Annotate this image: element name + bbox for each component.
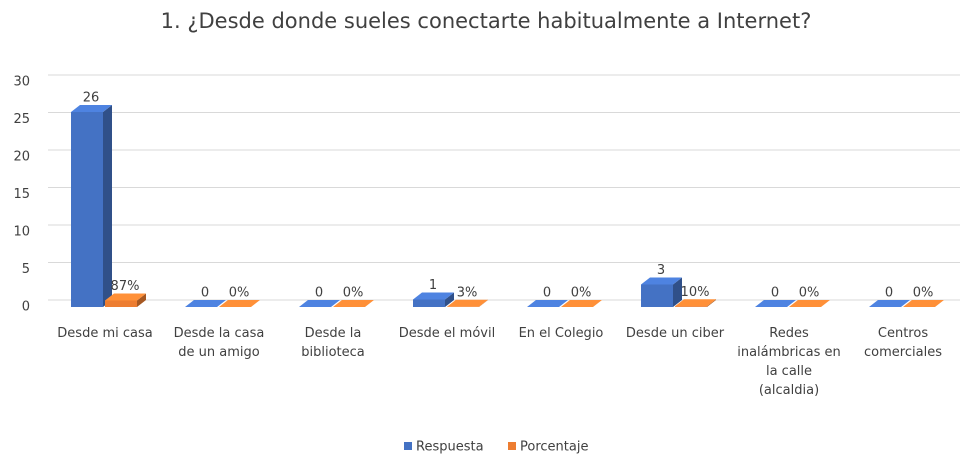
- bar-side: [137, 293, 146, 307]
- bar-side: [673, 277, 682, 307]
- data-label: 1: [429, 278, 437, 293]
- x-tick-label: Desde la biblioteca: [301, 326, 365, 360]
- bar: [105, 300, 137, 307]
- y-tick-label: 30: [13, 75, 30, 90]
- y-tick-label: 25: [13, 112, 30, 127]
- bar-top: [789, 300, 830, 307]
- legend-label: Porcentaje: [520, 440, 588, 455]
- y-tick-label: 15: [13, 187, 30, 202]
- data-label: 0%: [571, 286, 592, 301]
- data-label: 3: [657, 263, 665, 278]
- bar-top: [413, 292, 454, 300]
- bar-side: [103, 105, 112, 307]
- bar-top: [447, 299, 488, 307]
- data-label: 10%: [681, 285, 710, 300]
- legend-swatch: [508, 442, 516, 450]
- data-label: 0%: [229, 286, 250, 301]
- data-label: 0: [543, 286, 551, 301]
- bar-top: [903, 300, 944, 307]
- bar-side: [479, 299, 488, 307]
- data-label: 0%: [343, 286, 364, 301]
- legend-label: Respuesta: [416, 440, 484, 455]
- data-label: 0: [201, 286, 209, 301]
- y-tick-label: 0: [22, 300, 30, 315]
- x-tick-label: Desde mi casa: [57, 326, 153, 341]
- bar: [675, 306, 707, 307]
- y-tick-label: 5: [22, 262, 30, 277]
- bar-side: [445, 292, 454, 307]
- bar-top: [561, 300, 602, 307]
- bar-top: [71, 105, 112, 112]
- bar-side: [707, 299, 716, 307]
- data-label: 26: [83, 91, 100, 106]
- chart-title: 1. ¿Desde donde sueles conectarte habitu…: [161, 9, 812, 33]
- data-label: 87%: [111, 279, 140, 294]
- data-label: 0: [771, 286, 779, 301]
- bar-top: [675, 299, 716, 307]
- bar-top: [185, 300, 226, 307]
- x-tick-label: En el Colegio: [518, 326, 604, 341]
- bar-top: [299, 300, 340, 307]
- y-tick-label: 20: [13, 150, 30, 165]
- x-tick-label: Desde un ciber: [625, 326, 725, 341]
- bar-top: [641, 277, 682, 285]
- bar: [71, 112, 103, 307]
- x-tick-label: Desde la casa de un amigo: [173, 326, 265, 360]
- bar: [641, 284, 673, 307]
- bar-top: [869, 300, 910, 307]
- x-tick-label: Redes inalámbricas en la calle (alcaldia…: [737, 326, 841, 398]
- bar-top: [219, 300, 260, 307]
- data-label: 0: [315, 286, 323, 301]
- data-label: 0%: [799, 286, 820, 301]
- bar-top: [105, 293, 146, 301]
- y-tick-label: 10: [13, 225, 30, 240]
- x-tick-label: Centros comerciales: [864, 326, 942, 360]
- x-tick-label: Desde el móvil: [398, 326, 496, 341]
- data-label: 3%: [457, 285, 478, 300]
- bar-top: [333, 300, 374, 307]
- legend-swatch: [404, 442, 412, 450]
- bar: [413, 299, 445, 307]
- bar-top: [527, 300, 568, 307]
- data-label: 0%: [913, 286, 934, 301]
- bar-top: [755, 300, 796, 307]
- data-label: 0: [885, 286, 893, 301]
